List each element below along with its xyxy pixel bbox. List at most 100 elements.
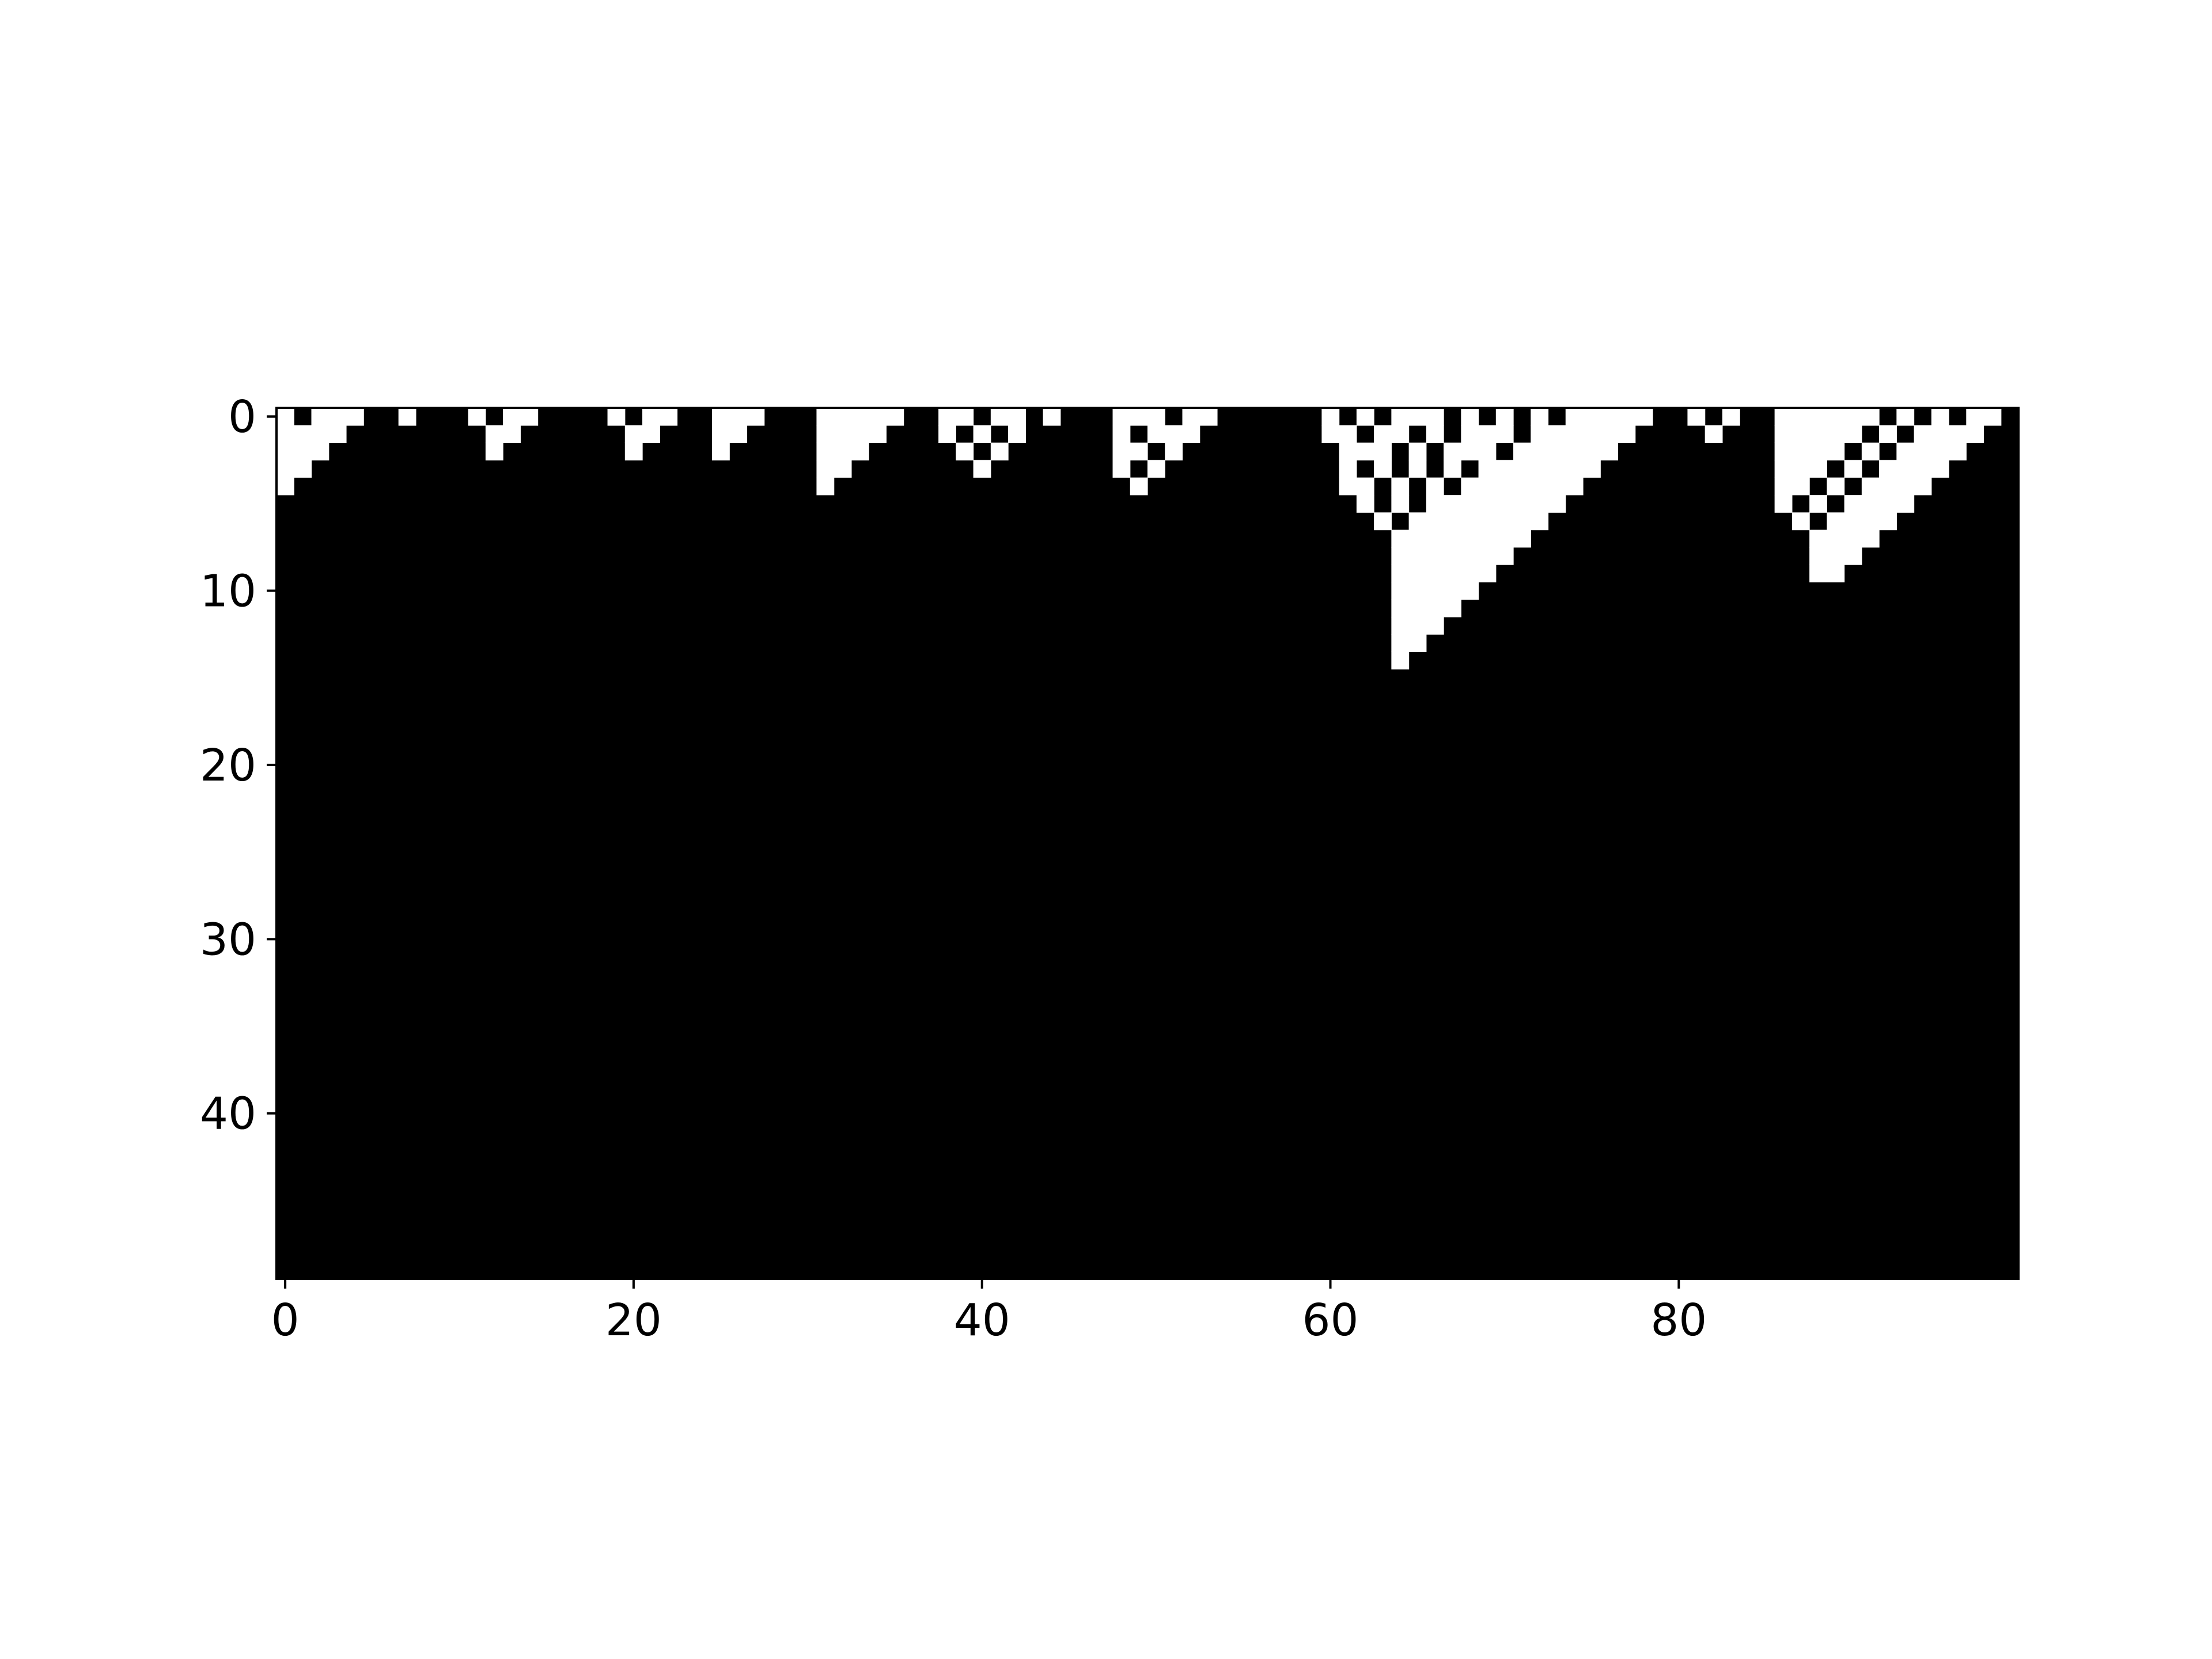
cell-on: [1774, 408, 1880, 426]
y-axis: 0 10 20 30 40: [200, 392, 276, 1140]
cell-on: [1827, 512, 1897, 531]
cell-on: [1774, 495, 1793, 513]
cell-on: [1844, 460, 1862, 478]
cell-on: [1495, 408, 1514, 426]
cell-on: [1391, 599, 1461, 618]
x-tick-label: 0: [271, 1295, 300, 1346]
cell-on: [712, 408, 765, 426]
cell-on: [1374, 425, 1410, 444]
cell-on: [1391, 582, 1479, 600]
cell-on: [1391, 408, 1444, 426]
cell-on: [1861, 442, 1880, 461]
cell-on: [642, 408, 678, 426]
x-tick-label: 60: [1302, 1295, 1359, 1346]
cell-on: [1461, 425, 1514, 444]
cell-on: [607, 408, 626, 426]
cell-on: [1774, 477, 1810, 495]
cell-on: [816, 460, 852, 478]
cell-on: [712, 442, 730, 461]
cell-on: [1043, 408, 1061, 426]
cell-on: [1339, 460, 1357, 478]
cell-on: [1391, 495, 1410, 513]
cell-on: [503, 408, 539, 426]
cell-on: [1513, 442, 1619, 461]
cell-on: [1112, 460, 1131, 478]
cell-on: [1130, 477, 1148, 495]
cell-on: [816, 425, 887, 444]
cell-on: [276, 477, 294, 495]
cell-on: [276, 460, 312, 478]
cell-on: [1809, 495, 1827, 513]
cell-on: [1374, 460, 1392, 478]
y-tick-label: 30: [200, 914, 256, 965]
cell-on: [1356, 408, 1374, 426]
cell-on: [1896, 442, 1967, 461]
cell-on: [1374, 512, 1392, 531]
cell-on: [1478, 460, 1601, 478]
cell-on: [1321, 408, 1340, 426]
cell-on: [1914, 425, 1984, 444]
cell-on: [1391, 652, 1410, 670]
cell-on: [1008, 425, 1026, 444]
cell-on: [1896, 408, 1915, 426]
cell-on: [1531, 425, 1636, 444]
cell-on: [311, 408, 364, 426]
cell-on: [1565, 408, 1653, 426]
cell-on: [973, 460, 991, 478]
cell-on: [1861, 477, 1932, 495]
cell-on: [1426, 477, 1444, 495]
y-tick-label: 10: [200, 566, 256, 618]
cell-on: [1774, 442, 1845, 461]
plot-background: [276, 408, 2018, 1279]
cell-on: [1705, 425, 1723, 444]
cell-on: [1112, 442, 1148, 461]
cell-on: [468, 408, 486, 426]
cell-on: [1809, 529, 1880, 548]
cell-on: [1426, 495, 1566, 513]
cell-on: [1112, 408, 1165, 426]
cell-on: [1827, 477, 1845, 495]
cell-on: [1774, 425, 1862, 444]
cell-on: [1791, 512, 1810, 531]
cell-on: [1165, 442, 1183, 461]
x-tick-label: 20: [605, 1295, 662, 1346]
cell-on: [938, 425, 956, 444]
cell-on: [1182, 408, 1218, 426]
cell-on: [712, 425, 748, 444]
axes-frame: [275, 407, 2020, 1280]
y-tick-label: 0: [228, 392, 256, 443]
cell-on: [1444, 460, 1461, 478]
cell-on: [1147, 425, 1200, 444]
cell-on: [1391, 634, 1427, 652]
cell-on: [1931, 408, 1949, 426]
x-tick-label: 80: [1650, 1295, 1707, 1346]
cell-on: [1444, 442, 1497, 461]
cell-on: [973, 425, 991, 444]
cell-on: [1461, 477, 1584, 495]
cell-on: [1408, 512, 1549, 531]
cell-on: [1339, 442, 1392, 461]
cell-on: [1844, 495, 1915, 513]
cell-on: [398, 408, 416, 426]
cell-on: [1391, 547, 1514, 565]
cell-on: [1809, 565, 1845, 582]
cell-on: [1774, 460, 1827, 478]
cell-on: [1391, 565, 1497, 582]
cell-on: [1147, 460, 1165, 478]
cell-on: [1112, 425, 1131, 444]
cell-on: [938, 408, 974, 426]
cell-on: [485, 442, 503, 461]
cell-on: [1879, 425, 1897, 444]
heatmap-cells: [276, 408, 2002, 670]
plot-area: [275, 407, 2020, 1280]
cell-on: [624, 425, 660, 444]
cell-on: [624, 442, 643, 461]
cell-on: [1687, 408, 1706, 426]
cell-on: [1426, 425, 1444, 444]
x-tick-label: 40: [954, 1295, 1010, 1346]
cell-on: [1391, 477, 1410, 495]
cell-on: [276, 408, 294, 426]
cell-on: [276, 425, 347, 444]
cell-on: [1339, 477, 1374, 495]
